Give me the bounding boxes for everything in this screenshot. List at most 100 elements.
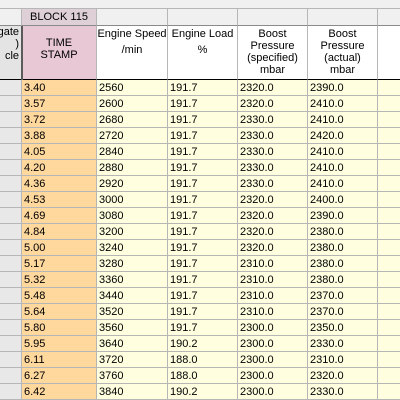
boost-actual-cell[interactable]: 2310.0 [308,352,378,368]
engine-load-cell[interactable]: 191.7 [168,192,238,208]
row-left-partial-cell[interactable] [0,272,22,288]
engine-speed-cell[interactable]: 2920 [97,176,168,192]
boost-actual-cell[interactable]: 2370.0 [308,288,378,304]
engine-load-cell[interactable]: 188.0 [168,352,238,368]
row-trailing-cell[interactable] [378,320,400,336]
engine-speed-cell[interactable]: 3280 [97,256,168,272]
engine-speed-cell[interactable]: 3520 [97,304,168,320]
time-stamp-cell[interactable]: 4.36 [22,176,97,192]
time-stamp-cell[interactable]: 5.17 [22,256,97,272]
boost-specified-cell[interactable]: 2300.0 [238,384,308,400]
engine-load-cell[interactable]: 190.2 [168,384,238,400]
row-left-partial-cell[interactable] [0,160,22,176]
engine-load-cell[interactable]: 191.7 [168,144,238,160]
boost-specified-cell[interactable]: 2310.0 [238,256,308,272]
row-left-partial-cell[interactable] [0,352,22,368]
boost-actual-cell[interactable]: 2410.0 [308,176,378,192]
column-header-boost-actual[interactable]: Boost Pressure (actual) mbar [308,26,378,80]
row-trailing-cell[interactable] [378,128,400,144]
boost-specified-cell[interactable]: 2300.0 [238,352,308,368]
time-stamp-cell[interactable]: 5.80 [22,320,97,336]
boost-actual-cell[interactable]: 2350.0 [308,320,378,336]
engine-load-cell[interactable]: 191.7 [168,208,238,224]
boost-specified-cell[interactable]: 2300.0 [238,320,308,336]
boost-actual-cell[interactable]: 2330.0 [308,384,378,400]
row-left-partial-cell[interactable] [0,320,22,336]
row-trailing-cell[interactable] [378,272,400,288]
column-header-time-stamp[interactable]: TIME STAMP [22,26,97,80]
row-trailing-cell[interactable] [378,160,400,176]
row-left-partial-cell[interactable] [0,384,22,400]
row-left-partial-cell[interactable] [0,368,22,384]
boost-specified-cell[interactable]: 2320.0 [238,96,308,112]
row-left-partial-cell[interactable] [0,240,22,256]
engine-speed-cell[interactable]: 3760 [97,368,168,384]
engine-speed-cell[interactable]: 3080 [97,208,168,224]
boost-specified-cell[interactable]: 2330.0 [238,176,308,192]
row-trailing-cell[interactable] [378,384,400,400]
row-trailing-cell[interactable] [378,96,400,112]
row-trailing-cell[interactable] [378,112,400,128]
boost-actual-cell[interactable]: 2400.0 [308,192,378,208]
engine-speed-cell[interactable]: 3560 [97,320,168,336]
boost-specified-cell[interactable]: 2320.0 [238,208,308,224]
time-stamp-cell[interactable]: 6.27 [22,368,97,384]
boost-actual-cell[interactable]: 2380.0 [308,240,378,256]
boost-actual-cell[interactable]: 2410.0 [308,96,378,112]
engine-speed-cell[interactable]: 2560 [97,80,168,96]
engine-speed-cell[interactable]: 2720 [97,128,168,144]
time-stamp-cell[interactable]: 4.05 [22,144,97,160]
boost-specified-cell[interactable]: 2320.0 [238,240,308,256]
row-left-partial-cell[interactable] [0,288,22,304]
row-trailing-cell[interactable] [378,256,400,272]
engine-load-cell[interactable]: 191.7 [168,224,238,240]
engine-load-cell[interactable]: 191.7 [168,96,238,112]
row-left-partial-cell[interactable] [0,80,22,96]
engine-load-cell[interactable]: 190.2 [168,336,238,352]
engine-load-cell[interactable]: 191.7 [168,272,238,288]
boost-actual-cell[interactable]: 2410.0 [308,160,378,176]
boost-specified-cell[interactable]: 2320.0 [238,224,308,240]
column-header-engine-speed[interactable]: Engine Speed/min [97,26,168,80]
time-stamp-cell[interactable]: 3.40 [22,80,97,96]
row-left-partial-cell[interactable] [0,192,22,208]
boost-specified-cell[interactable]: 2310.0 [238,272,308,288]
boost-actual-cell[interactable]: 2410.0 [308,112,378,128]
time-stamp-cell[interactable]: 5.00 [22,240,97,256]
engine-speed-cell[interactable]: 3640 [97,336,168,352]
boost-actual-cell[interactable]: 2420.0 [308,128,378,144]
engine-speed-cell[interactable]: 3240 [97,240,168,256]
engine-load-cell[interactable]: 191.7 [168,240,238,256]
engine-load-cell[interactable]: 191.7 [168,256,238,272]
boost-actual-cell[interactable]: 2380.0 [308,224,378,240]
time-stamp-cell[interactable]: 5.32 [22,272,97,288]
row-trailing-cell[interactable] [378,240,400,256]
boost-actual-cell[interactable]: 2390.0 [308,208,378,224]
engine-load-cell[interactable]: 188.0 [168,368,238,384]
row-left-partial-cell[interactable] [0,304,22,320]
time-stamp-cell[interactable]: 4.20 [22,160,97,176]
row-trailing-cell[interactable] [378,176,400,192]
column-header-left-partial[interactable]: gate ) cle [0,26,22,80]
engine-load-cell[interactable]: 191.7 [168,128,238,144]
row-left-partial-cell[interactable] [0,336,22,352]
time-stamp-cell[interactable]: 3.72 [22,112,97,128]
engine-speed-cell[interactable]: 3840 [97,384,168,400]
row-trailing-cell[interactable] [378,80,400,96]
engine-load-cell[interactable]: 191.7 [168,304,238,320]
engine-load-cell[interactable]: 191.7 [168,288,238,304]
row-trailing-cell[interactable] [378,224,400,240]
boost-specified-cell[interactable]: 2320.0 [238,80,308,96]
time-stamp-cell[interactable]: 4.84 [22,224,97,240]
engine-speed-cell[interactable]: 2840 [97,144,168,160]
time-stamp-cell[interactable]: 4.53 [22,192,97,208]
engine-load-cell[interactable]: 191.7 [168,80,238,96]
time-stamp-cell[interactable]: 6.42 [22,384,97,400]
boost-specified-cell[interactable]: 2330.0 [238,128,308,144]
column-header-boost-specified[interactable]: Boost Pressure (specified) mbar [238,26,308,80]
row-trailing-cell[interactable] [378,208,400,224]
engine-speed-cell[interactable]: 2600 [97,96,168,112]
row-trailing-cell[interactable] [378,304,400,320]
boost-actual-cell[interactable]: 2380.0 [308,272,378,288]
time-stamp-cell[interactable]: 5.64 [22,304,97,320]
